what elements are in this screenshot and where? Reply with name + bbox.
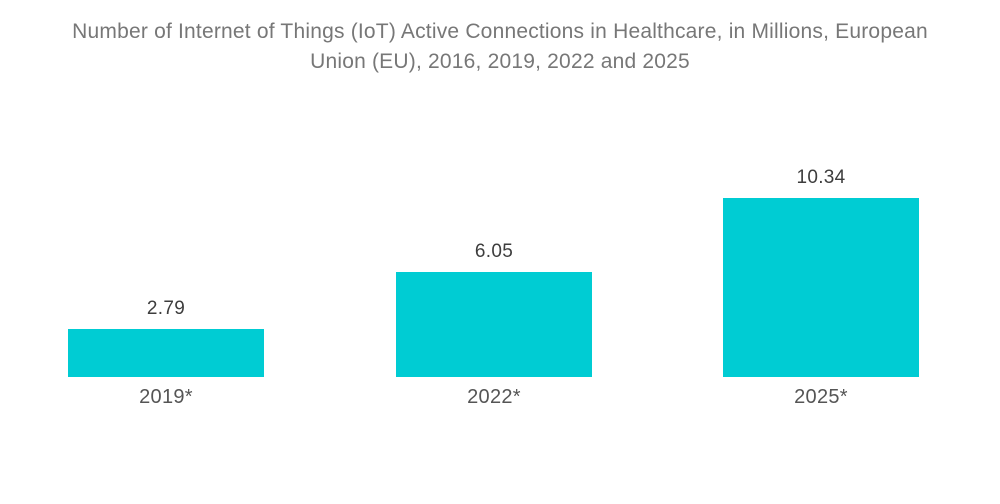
bar-value-label: 6.05	[474, 241, 514, 263]
chart-title-line-2: Union (EU), 2016, 2019, 2022 and 2025	[310, 50, 690, 73]
bar-value-label: 2.79	[146, 297, 186, 319]
category-label-2019: 2019*	[139, 386, 193, 408]
bar-group-2025: 10.34 2025*	[723, 167, 919, 408]
chart-title-line-1: Number of Internet of Things (IoT) Activ…	[72, 20, 928, 43]
bar-group-2019: 2.79 2019*	[68, 297, 264, 408]
bar-2025	[723, 198, 919, 377]
bar-2019	[68, 328, 264, 377]
bar-2022	[396, 272, 592, 377]
category-label-2022: 2022*	[467, 386, 521, 408]
bar-value-label: 10.34	[796, 167, 846, 188]
category-label-2025: 2025*	[794, 386, 848, 408]
chart-title: Number of Internet of Things (IoT) Activ…	[0, 17, 1000, 77]
bar-group-2022: 6.05 2022*	[396, 241, 592, 408]
